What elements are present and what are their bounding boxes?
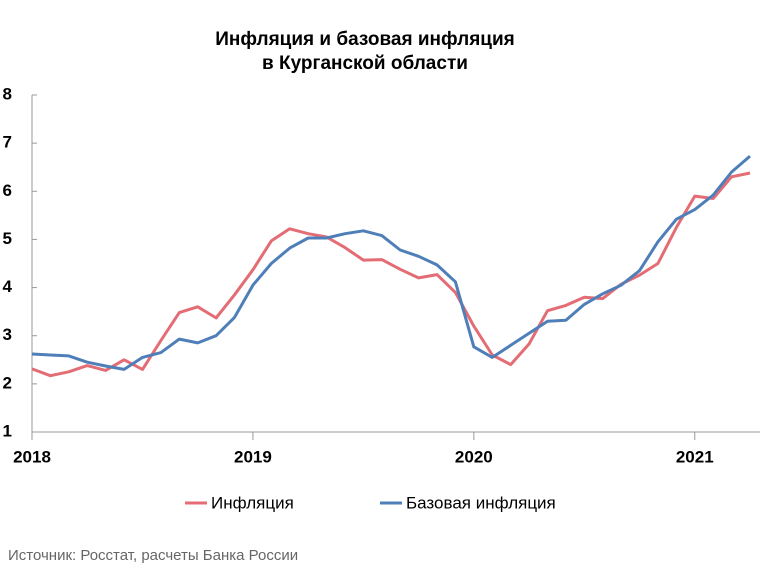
y-tick-label: 7 [3, 133, 12, 152]
chart-title: Инфляция и базовая инфляция [215, 29, 515, 50]
x-tick-label: 2019 [234, 447, 272, 466]
y-tick-label: 3 [3, 325, 12, 344]
y-tick-label: 6 [3, 181, 12, 200]
legend-label: Инфляция [211, 493, 294, 512]
series-line [31, 154, 751, 371]
y-tick-label: 1 [3, 421, 12, 440]
chart-title: в Курганской области [262, 53, 468, 74]
y-tick-label: 2 [3, 373, 12, 392]
y-tick-label: 4 [3, 277, 13, 296]
legend-label: Базовая инфляция [406, 493, 556, 512]
x-tick-label: 2018 [13, 447, 51, 466]
x-tick-label: 2020 [455, 447, 493, 466]
series-line [31, 171, 751, 378]
source: Источник: Росстат, расчеты Банка России [8, 547, 298, 564]
x-tick-label: 2021 [676, 447, 714, 466]
y-tick-label: 8 [3, 84, 12, 103]
y-tick-label: 5 [3, 229, 12, 248]
